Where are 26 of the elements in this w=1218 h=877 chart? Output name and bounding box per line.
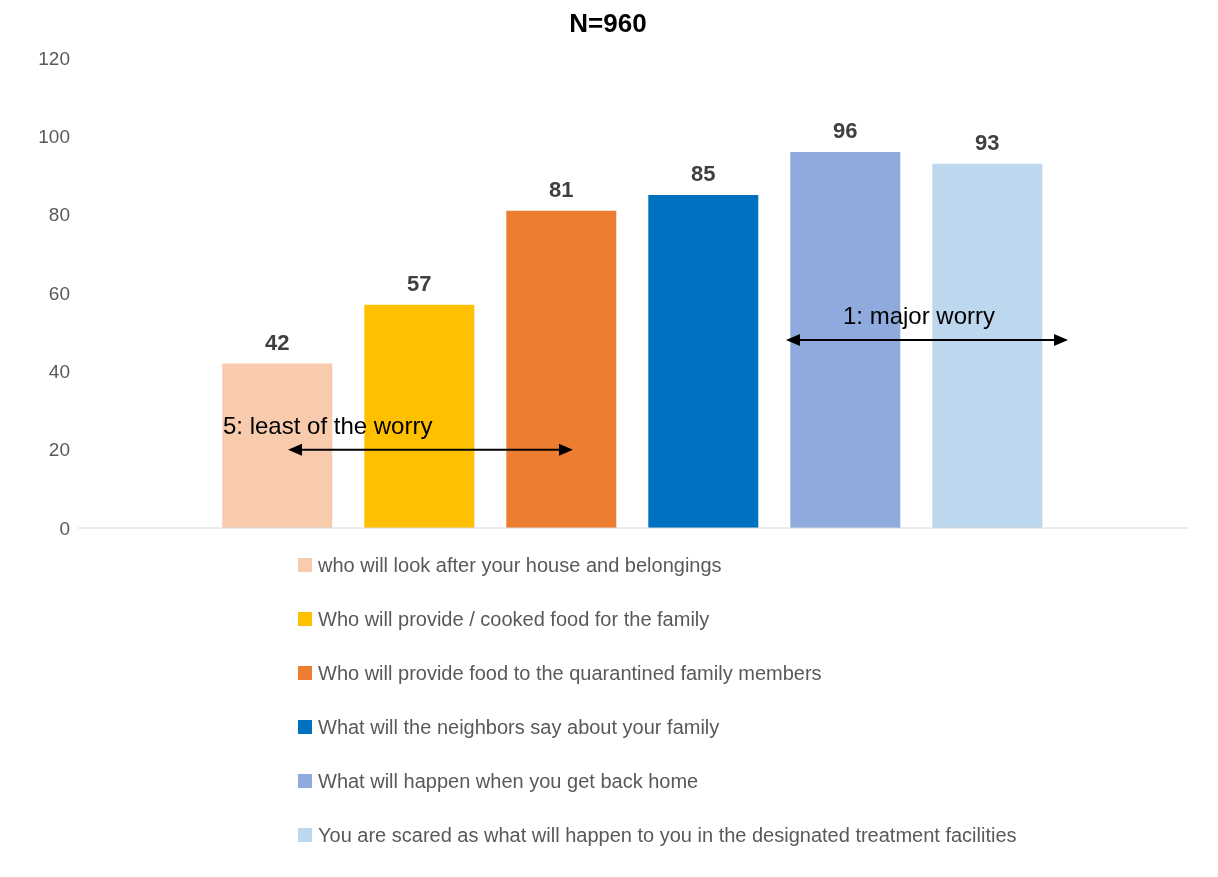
- data-label: 93: [975, 129, 1000, 155]
- legend-label: who will look after your house and belongings: [318, 553, 722, 577]
- legend-label: What will happen when you get back home: [318, 769, 699, 793]
- annotation: 1: major worry: [843, 302, 996, 329]
- legend-label: You are scared as what will happen to you in the designated treatment facilities: [318, 823, 1017, 847]
- data-label: 96: [833, 118, 858, 143]
- bar: [506, 210, 617, 528]
- y-tick-label: 0: [59, 517, 70, 539]
- y-tick-label: 100: [38, 126, 70, 148]
- y-tick-label: 20: [48, 439, 70, 461]
- bar: [932, 163, 1043, 528]
- data-label: 57: [407, 270, 432, 296]
- y-tick-label: 40: [48, 361, 70, 383]
- bar: [364, 304, 475, 528]
- data-label: 85: [691, 161, 716, 187]
- legend-label: Who will provide food to the quarantined family members: [318, 661, 822, 685]
- bar: [648, 195, 759, 528]
- data-label: 81: [549, 176, 574, 202]
- data-label: 42: [265, 329, 290, 355]
- y-tick-label: 60: [48, 282, 70, 304]
- y-tick-label: 120: [38, 47, 70, 69]
- legend-label: Who will provide / cooked food for the family: [318, 607, 710, 631]
- bar: [222, 363, 333, 528]
- legend-label: What will the neighbors say about your family: [318, 715, 720, 739]
- y-tick-label: 80: [48, 204, 70, 226]
- chart-title: N=960: [568, 8, 648, 39]
